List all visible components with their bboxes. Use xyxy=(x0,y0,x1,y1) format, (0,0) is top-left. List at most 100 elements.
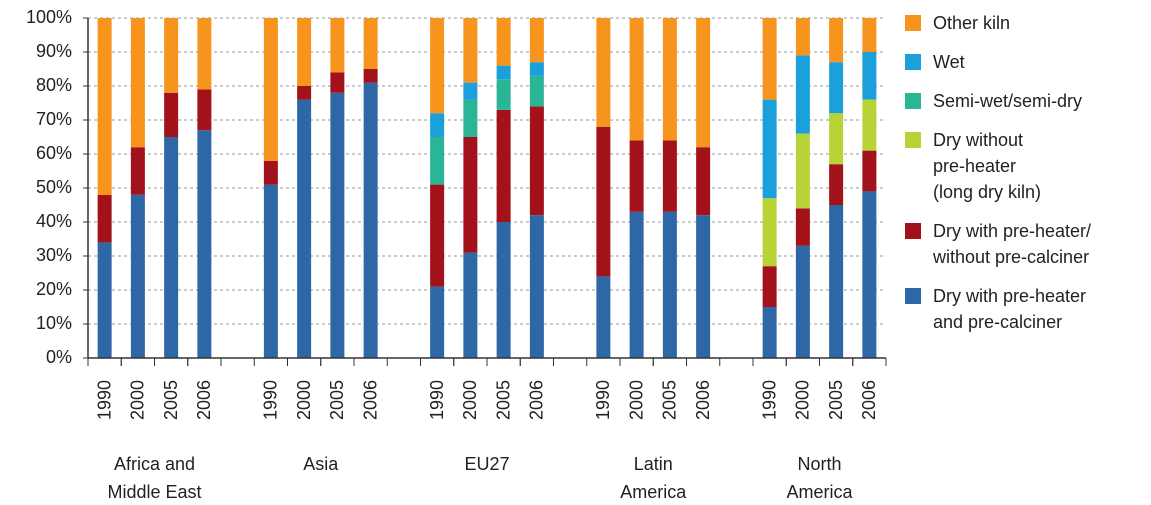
bar-segment xyxy=(164,137,179,358)
bar-segment xyxy=(463,252,478,358)
x-tick-label: 1990 xyxy=(261,380,281,420)
group-label: Latin America xyxy=(620,454,687,502)
bar-segment xyxy=(297,99,312,358)
bar-segment xyxy=(829,205,844,358)
bar-segment xyxy=(829,18,844,63)
legend-label: Other kiln xyxy=(933,13,1011,33)
legend-item: Other kiln xyxy=(905,10,1091,36)
bar-segment xyxy=(529,62,544,76)
bar-segment xyxy=(430,18,445,114)
legend-label: Dry with pre-heater/ without pre-calcine… xyxy=(933,221,1092,267)
bar-segment xyxy=(795,208,810,246)
bar-segment xyxy=(430,286,445,358)
bar-segment xyxy=(596,276,611,358)
x-tick-label: 2000 xyxy=(626,380,646,420)
bar-segment xyxy=(762,18,777,100)
x-tick-label: 2005 xyxy=(161,380,181,420)
bar-segment xyxy=(496,222,511,358)
bar-segment xyxy=(463,82,478,100)
y-tick-label: 60% xyxy=(36,143,72,163)
bar-segment xyxy=(696,215,711,358)
group-label: Asia xyxy=(303,454,339,474)
bar-segment xyxy=(297,18,312,86)
bar-segment xyxy=(363,69,378,83)
bar-segment xyxy=(529,75,544,107)
legend: Other kiln Wet Semi-wet/semi-dry Dry withou… xyxy=(905,10,1091,348)
bar-segment xyxy=(862,18,877,52)
bar-segment xyxy=(496,109,511,222)
bar-segment xyxy=(762,266,777,307)
x-tick-label: 2006 xyxy=(194,380,214,420)
bar-segment xyxy=(263,160,278,185)
bar-segment xyxy=(629,18,644,141)
bar-segment xyxy=(97,242,112,358)
bar-segment xyxy=(529,215,544,358)
bar-segment xyxy=(862,150,877,192)
y-tick-label: 70% xyxy=(36,109,72,129)
bar-segment xyxy=(330,72,345,93)
bar-segment xyxy=(529,18,544,63)
group-label: Africa and Middle East xyxy=(107,454,202,502)
bar-segment xyxy=(197,89,212,131)
y-tick-label: 30% xyxy=(36,245,72,265)
legend-item: Dry without pre-heater (long dry kiln) xyxy=(905,127,1091,205)
bar-segment xyxy=(130,194,145,358)
bar-segment xyxy=(529,106,544,216)
bar-segment xyxy=(762,99,777,199)
group-label: EU27 xyxy=(464,454,510,474)
x-tick-label: 2005 xyxy=(660,380,680,420)
bar-segment xyxy=(795,18,810,56)
bar-segment xyxy=(795,245,810,358)
legend-label: Semi-wet/semi-dry xyxy=(933,91,1083,111)
x-tick-label: 1990 xyxy=(94,380,114,420)
bar-segment xyxy=(629,140,644,212)
legend-label: Dry without pre-heater (long dry kiln) xyxy=(933,130,1042,202)
bar-segment xyxy=(164,92,179,137)
group-label: North America xyxy=(786,454,853,502)
bar-segment xyxy=(297,86,312,100)
bar-segment xyxy=(696,18,711,148)
y-tick-label: 90% xyxy=(36,41,72,61)
bar-segment xyxy=(130,18,145,148)
bar-segment xyxy=(829,164,844,205)
bar-segment xyxy=(829,62,844,114)
y-tick-label: 80% xyxy=(36,75,72,95)
x-tick-label: 2006 xyxy=(527,380,547,420)
bar-segment xyxy=(363,18,378,69)
bar-segment xyxy=(164,18,179,93)
x-tick-label: 1990 xyxy=(759,380,779,420)
x-tick-label: 2006 xyxy=(693,380,713,420)
bar-segment xyxy=(263,184,278,358)
bar-segment xyxy=(330,92,345,359)
bar-segment xyxy=(662,140,677,212)
y-tick-label: 50% xyxy=(36,177,72,197)
bar-segment xyxy=(430,184,445,287)
bar-segment xyxy=(463,99,478,137)
x-tick-label: 2006 xyxy=(360,380,380,420)
bar-segment xyxy=(430,137,445,185)
bar-segment xyxy=(829,113,844,165)
bar-segment xyxy=(862,191,877,358)
legend-label: Dry with pre-heater and pre-calciner xyxy=(933,286,1087,332)
x-tick-label: 2000 xyxy=(460,380,480,420)
bar-segment xyxy=(130,147,145,195)
y-tick-label: 40% xyxy=(36,211,72,231)
bar-segment xyxy=(197,18,212,90)
bar-segment xyxy=(862,52,877,100)
bar-segment xyxy=(463,18,478,83)
legend-label: Wet xyxy=(933,52,965,72)
bar-segment xyxy=(97,18,112,195)
legend-item: Dry with pre-heater and pre-calciner xyxy=(905,283,1091,335)
bar-segment xyxy=(197,130,212,358)
x-tick-label: 1990 xyxy=(427,380,447,420)
bar-segment xyxy=(696,147,711,216)
bar-segment xyxy=(662,211,677,358)
y-tick-label: 10% xyxy=(36,313,72,333)
bar-segment xyxy=(263,18,278,161)
legend-item: Wet xyxy=(905,49,1091,75)
bar-segment xyxy=(430,113,445,137)
bar-segment xyxy=(496,79,511,110)
bar-segment xyxy=(496,18,511,66)
legend-swatch xyxy=(905,93,921,109)
